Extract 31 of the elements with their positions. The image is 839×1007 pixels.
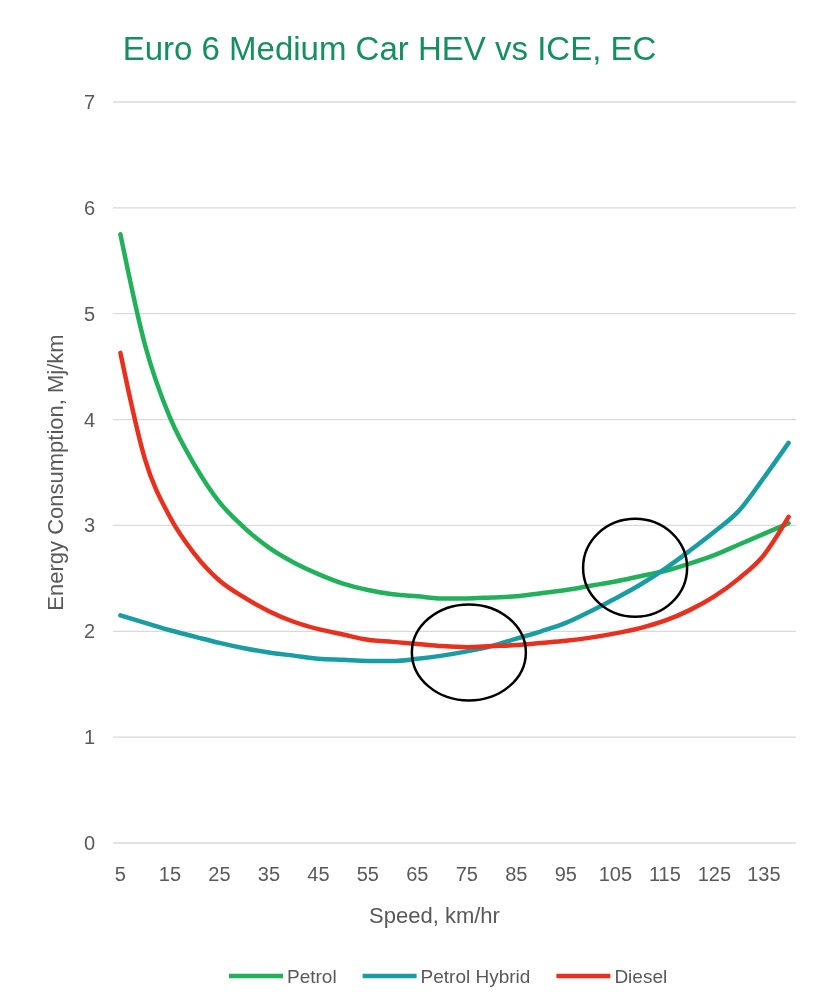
y-axis-title: Energy Consumption, Mj/km [43,334,68,611]
x-tick-label: 55 [356,863,380,885]
x-tick-label: 75 [455,863,478,885]
x-tick-label: 125 [697,863,732,885]
x-tick-label: 115 [648,863,681,885]
y-tick-label: 2 [83,620,95,643]
y-tick-label: 0 [83,832,95,854]
x-tick-label: 95 [554,863,577,885]
x-tick-label: 15 [158,863,182,885]
chart-title: Euro 6 Medium Car HEV vs ICE, EC [122,30,657,67]
x-tick-label: 25 [208,863,231,885]
x-axis-title: Speed, km/hr [369,903,500,928]
y-tick-label: 5 [83,302,95,325]
y-tick-label: 6 [83,196,95,219]
y-tick-label: 3 [83,514,95,537]
x-tick-label: 85 [505,863,528,885]
y-tick-label: 7 [83,91,95,113]
legend-label: Diesel [614,966,668,987]
x-tick-label: 65 [406,863,429,885]
legend-label: Petrol Hybrid [420,966,531,987]
line-series [118,350,791,650]
y-tick-label: 1 [83,726,95,749]
x-tick-label: 45 [307,863,330,885]
line-series [118,232,791,601]
x-tick-label: 35 [257,863,281,885]
legend-label: Petrol [287,966,337,987]
x-tick-label: 5 [114,863,126,885]
line-series [118,440,791,664]
y-tick-label: 4 [83,408,95,431]
x-tick-label: 135 [747,863,781,885]
x-tick-label: 105 [598,863,633,885]
